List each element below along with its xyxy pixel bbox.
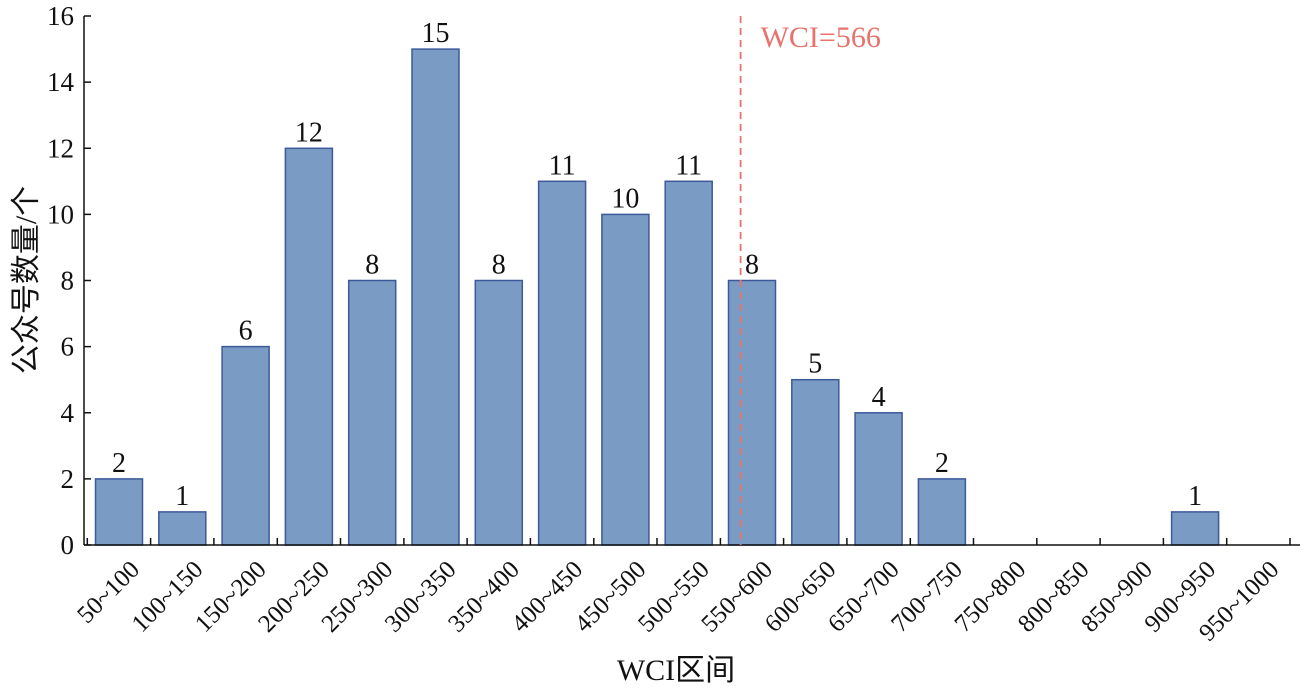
data-label-700~750: 2 <box>935 448 949 479</box>
bar-300~350 <box>411 48 460 546</box>
data-label-250~300: 8 <box>365 250 379 281</box>
data-label-150~200: 6 <box>239 316 253 347</box>
y-tick-label-2: 2 <box>61 464 75 494</box>
bar-350~400 <box>474 279 524 546</box>
bar-250~300 <box>347 279 397 546</box>
y-tick-label-12: 12 <box>47 133 74 163</box>
y-tick-label-16: 16 <box>47 1 74 31</box>
bar-50~100 <box>94 478 144 546</box>
bar-200~250 <box>284 147 334 546</box>
y-tick-label-14: 14 <box>47 67 75 97</box>
data-label-100~150: 1 <box>175 481 189 512</box>
bars-layer <box>94 48 1220 546</box>
bar-400~450 <box>537 180 587 546</box>
bar-700~750 <box>917 478 967 546</box>
bar-550~600 <box>727 279 777 546</box>
data-label-400~450: 11 <box>549 150 576 181</box>
y-tick-label-8: 8 <box>61 266 75 296</box>
y-tick-label-6: 6 <box>61 332 75 362</box>
y-axis-title: 公众号数量/个 <box>10 186 43 374</box>
data-label-600~650: 5 <box>808 349 822 380</box>
bar-500~550 <box>664 180 713 546</box>
data-label-50~100: 2 <box>112 448 126 479</box>
y-tick-label-0: 0 <box>61 530 75 560</box>
y-tick-label-10: 10 <box>47 199 74 229</box>
bar-450~500 <box>601 213 650 546</box>
bar-600~650 <box>791 378 840 546</box>
reference-line-layer: WCI=566 <box>739 16 881 545</box>
bar-150~200 <box>221 345 270 546</box>
data-label-900~950: 1 <box>1188 481 1202 512</box>
data-label-200~250: 12 <box>295 117 323 148</box>
x-axis-title: WCI区间 <box>617 654 735 687</box>
y-tick-label-4: 4 <box>61 398 75 428</box>
data-label-500~550: 11 <box>675 150 702 181</box>
data-label-450~500: 10 <box>611 183 639 214</box>
bar-650~700 <box>854 412 903 546</box>
data-label-300~350: 15 <box>422 18 450 49</box>
data-label-350~400: 8 <box>492 250 506 281</box>
bar-900~950 <box>1170 511 1220 546</box>
data-label-650~700: 4 <box>872 382 886 413</box>
data-label-550~600: 8 <box>745 250 759 281</box>
reference-line-label: WCI=566 <box>761 21 881 54</box>
bar-100~150 <box>158 511 207 546</box>
